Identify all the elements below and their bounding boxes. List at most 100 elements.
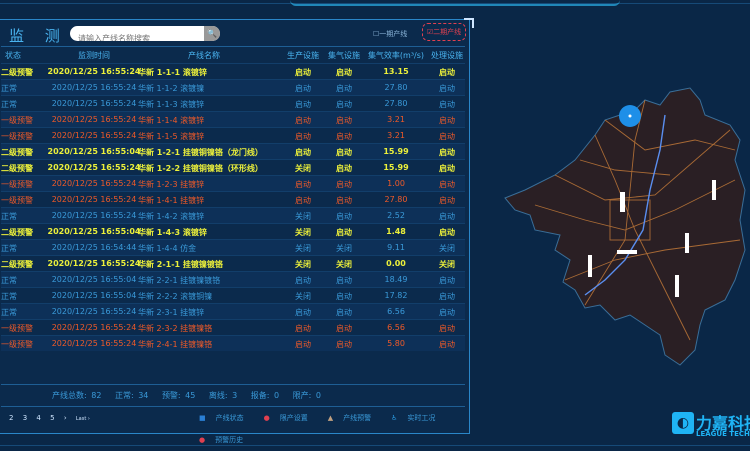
- top-decoration: [290, 0, 620, 6]
- eff-cell: 18.49: [384, 275, 408, 284]
- name-cell: 华新 2-4-1 挂镀镍铬: [138, 340, 213, 349]
- treat-cell: 启动: [439, 100, 455, 109]
- table-row[interactable]: 正常 2020/12/25 16:55:24 华新 1-1-2 滚镀镍 启动 启动 27.…: [1, 79, 465, 95]
- name-cell: 华新 1-1-2 滚镀镍: [138, 84, 205, 93]
- region-map[interactable]: [495, 80, 750, 375]
- table-row[interactable]: 二级预警 2020/12/25 16:55:24 华新 1-1-1 滚镀锌 启动 启动 1…: [1, 63, 465, 79]
- status-cell: 二级预警: [1, 228, 33, 237]
- panel-corner: [464, 18, 474, 28]
- status-cell: 一级预警: [1, 196, 33, 205]
- legend-item[interactable]: ▲ 产线预警: [328, 414, 381, 422]
- time-cell: 2020/12/25 16:55:04: [47, 227, 141, 236]
- eff-cell: 5.80: [387, 339, 405, 348]
- page-2[interactable]: 2: [9, 414, 14, 422]
- eff-cell: 15.99: [383, 147, 409, 156]
- eff-cell: 17.82: [384, 291, 408, 300]
- prod-cell: 启动: [295, 180, 311, 189]
- time-cell: 2020/12/25 16:55:04: [51, 291, 137, 300]
- table-row[interactable]: 二级预警 2020/12/25 16:55:04 华新 1-2-1 挂镀铜镍铬（龙门…: [1, 143, 465, 159]
- logo-en: LEAGUE TECH: [696, 430, 750, 438]
- table-row[interactable]: 正常 2020/12/25 16:55:24 华新 2-3-1 挂镀锌 启动 启动 6.5…: [1, 303, 465, 319]
- treat-cell: 关闭: [439, 244, 455, 253]
- footer: 2 3 4 5 › Last › ■ 产线状态 ● 限产设置 ▲ 产线预警 ♿ 实时工况 ● 预警…: [1, 406, 465, 444]
- eff-cell: 3.21: [387, 131, 405, 140]
- table-row[interactable]: 正常 2020/12/25 16:55:04 华新 2-2-1 挂镀镍镀铬 启动 启动 1…: [1, 271, 465, 287]
- prod-cell: 关闭: [295, 292, 311, 301]
- stats-bar: 产线总数: 82 正常: 34 预警: 45 离线: 3 报备: 0 限产: 0: [1, 384, 465, 406]
- page-4[interactable]: 4: [36, 414, 41, 422]
- legend-item[interactable]: ■ 产线状态: [199, 414, 254, 422]
- prod-cell: 启动: [295, 84, 311, 93]
- realtime-person-icon: ♿: [391, 414, 398, 422]
- phase1-checkbox[interactable]: ☐一期产线: [373, 30, 408, 38]
- status-cell: 正常: [1, 244, 17, 253]
- page-3[interactable]: 3: [22, 414, 28, 422]
- table-row[interactable]: 二级预警 2020/12/25 16:55:24 华新 1-2-2 挂镀铜镍铬（环形…: [1, 159, 465, 175]
- name-cell: 华新 1-1-5 滚镀锌: [138, 132, 205, 141]
- time-cell: 2020/12/25 16:55:24: [51, 307, 137, 316]
- page-5[interactable]: 5: [50, 414, 55, 422]
- table-row[interactable]: 二级预警 2020/12/25 16:55:04 华新 1-4-3 滚镀锌 关闭 启动 1…: [1, 223, 465, 239]
- col-eff: 集气效率(m³/s): [367, 51, 425, 60]
- history-pin-icon: ●: [199, 436, 206, 444]
- name-cell: 华新 2-1-1 挂镀镍镀铬: [138, 260, 223, 269]
- search-box: 🔍: [70, 26, 220, 41]
- eff-cell: 13.15: [383, 67, 409, 76]
- phase2-label: 二期产线: [433, 28, 462, 36]
- table-row[interactable]: 一级预警 2020/12/25 16:55:24 华新 1-2-3 挂镀锌 启动 启动 1…: [1, 175, 465, 191]
- col-time: 监测时间: [78, 51, 110, 60]
- gas-cell: 启动: [336, 212, 352, 221]
- col-status: 状态: [5, 51, 21, 60]
- table-row[interactable]: 一级预警 2020/12/25 16:55:24 华新 1-4-1 挂镀锌 启动 启动 2…: [1, 191, 465, 207]
- treat-cell: 启动: [439, 196, 455, 205]
- status-cell: 正常: [1, 308, 17, 317]
- gas-cell: 启动: [336, 148, 352, 157]
- time-cell: 2020/12/25 16:55:24: [51, 211, 137, 220]
- gas-cell: 关闭: [336, 244, 352, 253]
- time-cell: 2020/12/25 16:55:24: [51, 195, 137, 204]
- eff-cell: 6.56: [387, 323, 405, 332]
- monitor-panel: 监 测 🔍 ☐一期产线 ☑二期产线 状态 监测时间 产线名称 生产设施 集气设施…: [0, 18, 474, 444]
- table-row[interactable]: 正常 2020/12/25 16:55:24 华新 1-1-3 滚镀锌 启动 启动 27.…: [1, 95, 465, 111]
- status-cell: 正常: [1, 212, 17, 221]
- treat-cell: 启动: [439, 116, 455, 125]
- gas-cell: 启动: [336, 132, 352, 141]
- table-row[interactable]: 一级预警 2020/12/25 16:55:24 华新 2-4-1 挂镀镍铬 启动 启动…: [1, 335, 465, 351]
- warning-triangle-icon: ▲: [327, 414, 334, 422]
- name-cell: 华新 1-1-3 滚镀锌: [138, 100, 205, 109]
- table-row[interactable]: 正常 2020/12/25 16:55:04 华新 2-2-2 滚镀铜镍 关闭 启动 17…: [1, 287, 465, 303]
- time-cell: 2020/12/25 16:55:24: [51, 115, 137, 124]
- col-treat: 处理设施: [431, 51, 463, 60]
- table-row[interactable]: 一级预警 2020/12/25 16:55:24 华新 2-3-2 挂镀镍铬 启动 启动…: [1, 319, 465, 335]
- time-cell: 2020/12/25 16:55:24: [47, 259, 141, 268]
- legend-item[interactable]: ♿ 实时工况: [391, 414, 445, 422]
- prod-cell: 关闭: [295, 228, 311, 237]
- table-row[interactable]: 二级预警 2020/12/25 16:55:24 华新 2-1-1 挂镀镍镀铬 关闭 关…: [1, 255, 465, 271]
- status-cell: 一级预警: [1, 116, 33, 125]
- eff-cell: 27.80: [384, 83, 408, 92]
- search-icon[interactable]: 🔍: [204, 26, 220, 41]
- gas-cell: 启动: [336, 180, 352, 189]
- prod-cell: 关闭: [295, 244, 311, 253]
- stat-warning: 预警: 45: [161, 391, 196, 400]
- search-input[interactable]: [70, 31, 200, 41]
- prod-cell: 关闭: [295, 260, 311, 269]
- gas-cell: 启动: [336, 308, 352, 317]
- table-row[interactable]: 一级预警 2020/12/25 16:55:24 华新 1-1-5 滚镀锌 启动 启动 3…: [1, 127, 465, 143]
- phase2-checkbox[interactable]: ☑二期产线: [422, 23, 466, 41]
- prod-cell: 关闭: [295, 212, 311, 221]
- bottom-divider: [0, 445, 750, 446]
- prod-cell: 启动: [295, 308, 311, 317]
- table-row[interactable]: 正常 2020/12/25 16:55:24 华新 1-4-2 滚镀锌 关闭 启动 2.5…: [1, 207, 465, 223]
- time-cell: 2020/12/25 16:55:04: [51, 275, 137, 284]
- table-row[interactable]: 一级预警 2020/12/25 16:55:24 华新 1-1-4 滚镀锌 启动 启动 3…: [1, 111, 465, 127]
- top-divider: [0, 3, 750, 4]
- eff-cell: 9.11: [387, 243, 405, 252]
- map-region: [504, 87, 746, 366]
- col-prod: 生产设施: [287, 51, 319, 60]
- legend-item[interactable]: ● 限产设置: [264, 414, 318, 422]
- legend-item[interactable]: ● 预警历史: [199, 436, 253, 444]
- last-page[interactable]: Last ›: [75, 416, 90, 422]
- table-row[interactable]: 正常 2020/12/25 16:54:44 华新 1-4-4 仿金 关闭 关闭 9.11…: [1, 239, 465, 255]
- next-page[interactable]: ›: [63, 414, 67, 422]
